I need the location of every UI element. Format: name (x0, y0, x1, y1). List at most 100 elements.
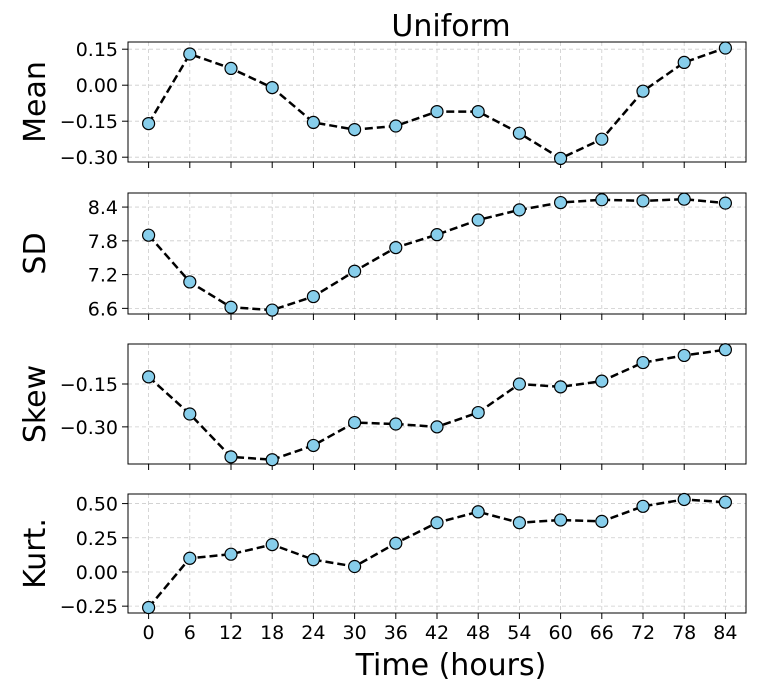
y-tick-label-1-0: 6.6 (88, 298, 118, 320)
data-point-1-11 (595, 193, 609, 207)
data-point-2-3 (265, 453, 279, 467)
x-tick-label-13: 78 (672, 622, 696, 644)
x-tick-label-2: 12 (219, 622, 243, 644)
x-tick-label-6: 36 (384, 622, 408, 644)
data-point-3-11 (595, 514, 609, 528)
data-point-2-1 (183, 407, 197, 421)
data-point-2-6 (389, 417, 403, 431)
data-point-0-3 (265, 80, 279, 95)
data-point-3-0 (142, 600, 156, 615)
y-axis-label-0: Mean (18, 61, 53, 143)
data-point-2-5 (348, 415, 362, 430)
data-point-1-13 (677, 192, 691, 206)
data-point-3-3 (265, 538, 279, 552)
data-point-1-7 (430, 228, 444, 242)
data-point-2-0 (142, 370, 156, 384)
panel-mean: −0.30 −0.15 0.00 0.15 Mean (18, 39, 747, 169)
x-tick-label-11: 66 (590, 622, 614, 644)
plot-frame-1 (127, 192, 747, 315)
data-point-0-12 (636, 84, 650, 98)
data-point-0-6 (389, 119, 403, 133)
data-point-0-14 (718, 41, 733, 55)
x-tick-label-5: 30 (343, 622, 367, 644)
series-line-1 (147, 197, 726, 312)
data-point-3-14 (718, 495, 733, 509)
data-point-1-8 (471, 213, 485, 227)
data-point-3-12 (636, 499, 650, 513)
data-point-0-7 (430, 104, 444, 119)
x-axis-label: Time (hours) (355, 648, 547, 683)
data-point-2-14 (718, 343, 733, 357)
data-point-0-0 (142, 116, 156, 131)
data-point-3-4 (306, 553, 320, 567)
data-point-0-5 (348, 123, 362, 137)
data-point-0-10 (553, 151, 568, 165)
x-tick-label-1: 6 (184, 622, 196, 644)
y-axis-label-1: SD (18, 232, 53, 274)
y-axis-label-3: Kurt. (18, 518, 53, 589)
y-tick-label-3-0: −0.25 (60, 596, 118, 618)
y-tick-label-0-1: −0.15 (60, 111, 118, 133)
data-point-0-1 (183, 47, 197, 61)
x-tick-label-0: 0 (143, 622, 155, 644)
y-tick-label-3-3: 0.50 (76, 494, 118, 516)
y-tick-label-0-2: 0.00 (76, 75, 118, 97)
x-tick-label-14: 84 (713, 622, 737, 644)
x-tick-label-10: 60 (549, 622, 573, 644)
y-axis-label-2: Skew (18, 365, 53, 443)
y-tick-label-0-0: −0.30 (60, 147, 118, 169)
data-point-1-3 (265, 303, 279, 317)
data-point-3-2 (224, 547, 238, 561)
data-point-3-13 (677, 492, 691, 507)
data-point-1-4 (306, 289, 320, 304)
y-tick-label-2-0: −0.15 (60, 374, 118, 396)
data-point-3-10 (553, 513, 568, 527)
data-point-2-13 (677, 348, 691, 363)
data-point-1-0 (142, 228, 156, 242)
y-tick-label-3-1: 0.00 (76, 562, 118, 584)
y-tick-label-3-2: 0.25 (76, 528, 118, 550)
data-point-1-10 (553, 195, 568, 210)
data-point-2-7 (430, 420, 444, 434)
data-point-3-6 (389, 536, 403, 550)
data-point-1-1 (183, 275, 197, 289)
data-point-3-1 (183, 551, 197, 565)
data-point-0-2 (224, 61, 238, 76)
panel-skew: −0.15 −0.30 Skew (18, 343, 747, 470)
x-tick-label-9: 54 (507, 622, 531, 644)
data-point-1-2 (224, 300, 238, 314)
data-point-3-8 (471, 505, 485, 519)
data-point-2-10 (553, 380, 568, 394)
data-point-1-9 (512, 203, 527, 217)
data-point-3-5 (348, 559, 362, 574)
data-point-2-4 (306, 438, 320, 453)
y-tick-label-1-3: 8.4 (88, 197, 118, 219)
x-tick-label-8: 48 (466, 622, 490, 644)
chart-title: Uniform (391, 9, 510, 44)
data-point-1-5 (348, 264, 362, 278)
data-point-2-9 (512, 377, 527, 391)
data-point-1-12 (636, 194, 650, 208)
data-point-2-12 (636, 355, 650, 370)
x-tick-label-7: 42 (425, 622, 449, 644)
data-point-1-14 (718, 196, 733, 210)
y-tick-label-1-2: 7.8 (88, 231, 118, 253)
data-point-0-11 (595, 132, 609, 146)
data-point-0-8 (471, 104, 485, 119)
data-point-2-2 (224, 450, 238, 464)
panel-sd: 6.6 7.2 7.8 8.4 SD (18, 192, 747, 320)
y-tick-label-1-1: 7.2 (88, 265, 118, 287)
data-point-2-8 (471, 405, 485, 420)
y-tick-label-0-3: 0.15 (76, 39, 118, 61)
data-point-0-9 (512, 126, 527, 140)
data-point-3-7 (430, 516, 444, 530)
data-point-1-6 (389, 240, 403, 255)
x-tick-label-12: 72 (631, 622, 655, 644)
data-point-0-4 (306, 115, 320, 130)
panel-kurt-: −0.25 0.00 0.25 0.50 Kurt. 0 6 12 18 24 30 36 42 48 54… (18, 492, 747, 644)
y-tick-label-2-1: −0.30 (60, 417, 118, 439)
data-point-2-11 (595, 374, 609, 388)
x-tick-label-3: 18 (260, 622, 284, 644)
